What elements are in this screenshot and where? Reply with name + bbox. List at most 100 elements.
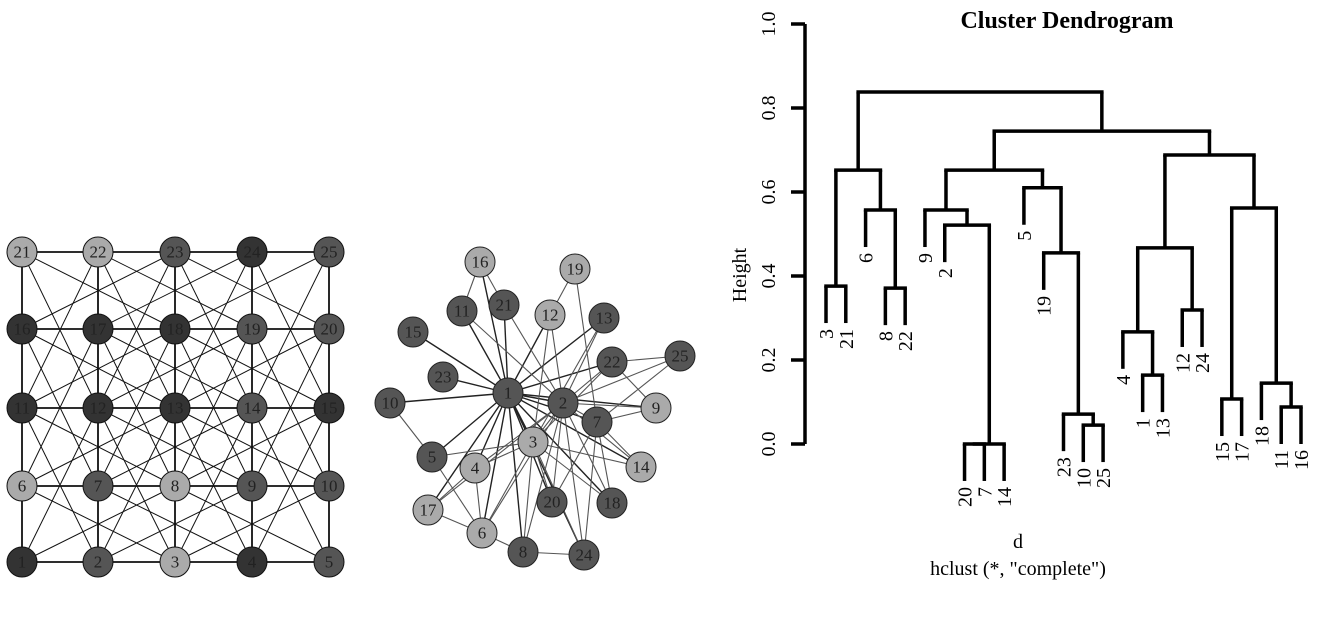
- edge: [97, 251, 253, 330]
- y-tick-label: 0.6: [758, 180, 780, 205]
- edge: [507, 392, 642, 468]
- node: [488, 289, 520, 321]
- node-label: 11: [454, 302, 470, 321]
- node-label: 16: [472, 253, 489, 272]
- node-label: 10: [321, 477, 338, 496]
- edge: [551, 402, 564, 503]
- leaf-label: 12: [1172, 353, 1194, 373]
- node-label: 25: [672, 347, 689, 366]
- edge: [479, 261, 509, 394]
- node: [596, 487, 628, 519]
- node: [82, 546, 114, 578]
- node-label: 14: [244, 399, 262, 418]
- edge: [97, 407, 253, 487]
- node-label: 20: [321, 320, 338, 339]
- node-label: 2: [559, 394, 568, 413]
- node: [236, 392, 268, 424]
- node-label: 13: [167, 399, 184, 418]
- node: [547, 387, 579, 419]
- node: [236, 313, 268, 345]
- node: [6, 392, 38, 424]
- leaf-label: 23: [1054, 457, 1076, 477]
- edge: [21, 485, 176, 563]
- node-label: 11: [14, 399, 30, 418]
- node: [6, 236, 38, 268]
- node: [82, 313, 114, 345]
- edge: [389, 392, 509, 404]
- leaf-label: 4: [1113, 375, 1135, 385]
- node-label: 13: [596, 309, 613, 328]
- node-label: 14: [633, 458, 651, 477]
- edge: [532, 441, 642, 468]
- node: [625, 451, 657, 483]
- leaf-label: 22: [895, 331, 917, 351]
- edge: [174, 407, 330, 487]
- leaf-label: 16: [1291, 450, 1313, 470]
- edge: [461, 310, 509, 394]
- edge: [431, 392, 509, 458]
- node-label: 19: [567, 260, 584, 279]
- leaf-label: 19: [1034, 296, 1056, 316]
- edge: [481, 392, 509, 534]
- node: [446, 295, 478, 327]
- node: [664, 340, 696, 372]
- leaf-label: 3: [816, 329, 838, 339]
- edge: [21, 251, 176, 330]
- node-label: 12: [542, 306, 559, 325]
- edge: [97, 407, 176, 563]
- node-label: 18: [167, 320, 184, 339]
- edge: [174, 485, 330, 563]
- node-label: 3: [171, 553, 180, 572]
- node: [427, 361, 459, 393]
- edge: [21, 407, 176, 487]
- leaf-label: 24: [1192, 353, 1214, 373]
- node: [507, 536, 539, 568]
- cluster-dendrogram: Cluster Dendrogram Height d hclust (*, "…: [729, 8, 1313, 580]
- leaf-label: 5: [1014, 231, 1036, 241]
- edge: [251, 407, 330, 563]
- node-label: 22: [90, 243, 107, 262]
- edge: [21, 251, 99, 409]
- node-label: 19: [244, 320, 261, 339]
- edge: [427, 402, 564, 511]
- node-label: 17: [90, 320, 108, 339]
- leaf-label: 17: [1232, 442, 1254, 462]
- node: [466, 517, 498, 549]
- y-axis-label: Height: [729, 247, 751, 302]
- node: [581, 406, 613, 438]
- edge: [574, 268, 598, 423]
- node-label: 4: [471, 459, 480, 478]
- edge: [97, 485, 253, 563]
- node: [492, 377, 524, 409]
- edge: [251, 251, 330, 409]
- edge: [503, 304, 564, 404]
- edge: [97, 251, 176, 409]
- node-label: 23: [435, 368, 452, 387]
- node: [464, 246, 496, 278]
- leaf-label: 6: [856, 253, 878, 263]
- node-label: 20: [544, 493, 561, 512]
- edge: [522, 402, 564, 553]
- node-label: 17: [420, 501, 438, 520]
- y-tick-label: 0.4: [758, 264, 780, 289]
- leaf-label: 10: [1073, 468, 1095, 488]
- leaf-label: 9: [915, 253, 937, 263]
- y-tick-label: 0.8: [758, 96, 780, 121]
- leaf-label: 25: [1093, 468, 1115, 488]
- node: [159, 392, 191, 424]
- node: [374, 387, 406, 419]
- y-tick-label: 1.0: [758, 12, 780, 37]
- node: [313, 392, 345, 424]
- node-label: 7: [94, 477, 103, 496]
- node: [313, 546, 345, 578]
- edge: [507, 392, 657, 409]
- node-label: 1: [18, 553, 27, 572]
- edge: [174, 251, 330, 330]
- node: [534, 299, 566, 331]
- chart-subtitle: hclust (*, "complete"): [930, 558, 1106, 580]
- edge: [562, 402, 613, 504]
- edge: [532, 441, 613, 504]
- node: [313, 236, 345, 268]
